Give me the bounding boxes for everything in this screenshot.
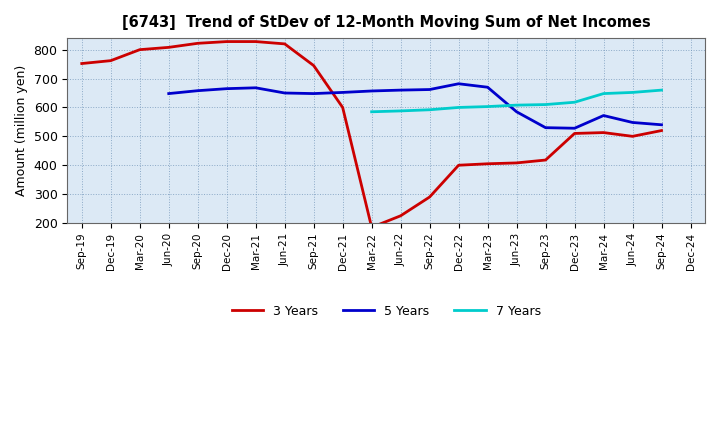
5 Years: [251, 85, 260, 91]
7 Years: [454, 105, 463, 110]
5 Years: [512, 109, 521, 114]
Line: 3 Years: 3 Years: [82, 41, 662, 227]
5 Years: [657, 122, 666, 128]
5 Years: [310, 91, 318, 96]
7 Years: [599, 91, 608, 96]
5 Years: [483, 84, 492, 90]
5 Years: [222, 86, 231, 92]
3 Years: [426, 194, 434, 200]
Title: [6743]  Trend of StDev of 12-Month Moving Sum of Net Incomes: [6743] Trend of StDev of 12-Month Moving…: [122, 15, 650, 30]
3 Years: [251, 39, 260, 44]
Line: 7 Years: 7 Years: [372, 90, 662, 112]
5 Years: [367, 88, 376, 94]
5 Years: [541, 125, 550, 130]
3 Years: [570, 131, 579, 136]
5 Years: [454, 81, 463, 86]
3 Years: [107, 58, 115, 63]
Y-axis label: Amount (million yen): Amount (million yen): [15, 65, 28, 196]
Line: 5 Years: 5 Years: [168, 84, 662, 128]
3 Years: [512, 160, 521, 165]
5 Years: [280, 90, 289, 95]
5 Years: [599, 113, 608, 118]
7 Years: [367, 109, 376, 114]
7 Years: [396, 108, 405, 114]
3 Years: [78, 61, 86, 66]
3 Years: [135, 47, 144, 52]
5 Years: [396, 88, 405, 93]
7 Years: [570, 99, 579, 105]
7 Years: [629, 90, 637, 95]
5 Years: [426, 87, 434, 92]
3 Years: [367, 225, 376, 230]
3 Years: [483, 161, 492, 166]
3 Years: [310, 63, 318, 68]
5 Years: [164, 91, 173, 96]
7 Years: [541, 102, 550, 107]
Legend: 3 Years, 5 Years, 7 Years: 3 Years, 5 Years, 7 Years: [227, 300, 546, 323]
3 Years: [599, 130, 608, 135]
3 Years: [541, 158, 550, 163]
3 Years: [164, 45, 173, 50]
3 Years: [454, 163, 463, 168]
5 Years: [338, 90, 347, 95]
3 Years: [222, 39, 231, 44]
3 Years: [194, 40, 202, 46]
3 Years: [280, 41, 289, 47]
7 Years: [512, 103, 521, 108]
7 Years: [657, 88, 666, 93]
5 Years: [629, 120, 637, 125]
5 Years: [570, 125, 579, 131]
5 Years: [194, 88, 202, 93]
7 Years: [426, 107, 434, 112]
3 Years: [657, 128, 666, 133]
3 Years: [629, 134, 637, 139]
3 Years: [338, 105, 347, 110]
3 Years: [396, 213, 405, 218]
7 Years: [483, 104, 492, 109]
